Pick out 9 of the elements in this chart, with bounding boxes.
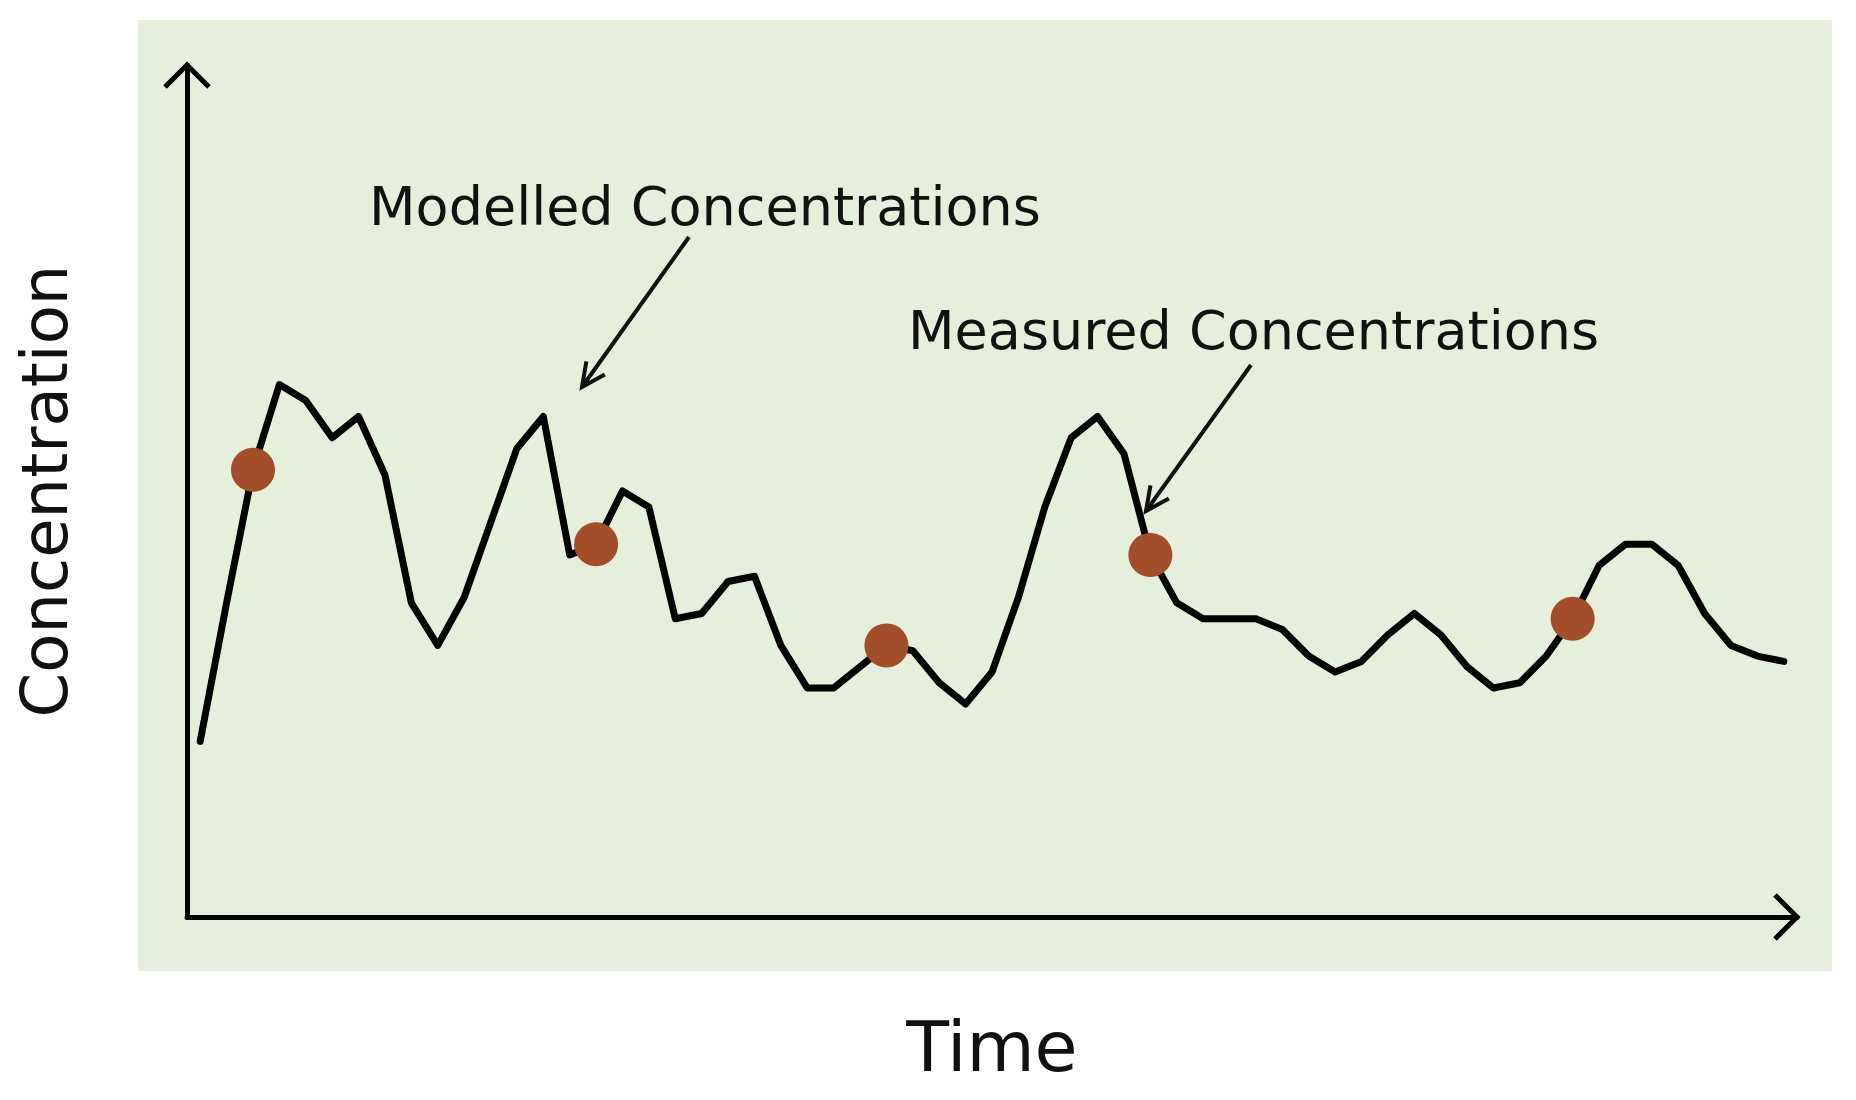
point	[1550, 596, 1595, 641]
point	[231, 447, 275, 492]
point	[1128, 532, 1173, 577]
text: Measured Concentrations	[908, 298, 1600, 362]
y-axis-title: Concentration	[8, 264, 82, 718]
point	[864, 623, 909, 668]
point	[574, 522, 619, 567]
text: Modelled Concentrations	[369, 174, 1041, 238]
x-axis-title: Time	[905, 1006, 1078, 1088]
